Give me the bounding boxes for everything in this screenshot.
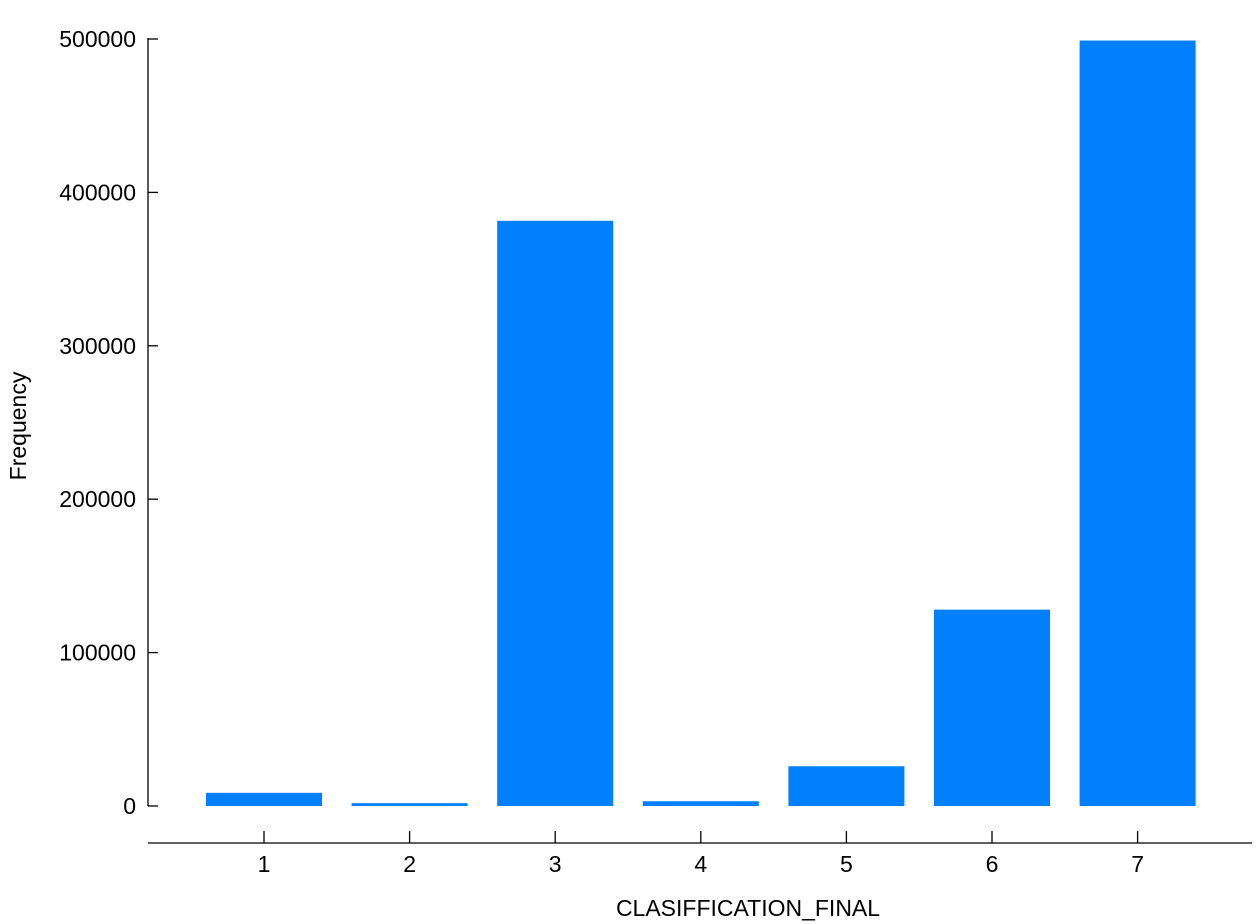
x-tick-label-4: 4 (694, 851, 707, 877)
x-ticks-group: 1 2 3 4 5 6 7 (258, 831, 1144, 877)
y-axis-label: Frequency (5, 371, 31, 480)
bar-7 (1079, 40, 1196, 806)
y-tick-label-400000: 400000 (59, 179, 136, 205)
bars-group (206, 40, 1196, 806)
y-tick-label-200000: 200000 (59, 486, 136, 512)
y-tick-label-100000: 100000 (59, 640, 136, 666)
y-ticks-group: 0 100000 200000 300000 400000 500000 (59, 26, 158, 819)
x-axis-label: CLASIFFICATION_FINAL (616, 895, 880, 921)
x-tick-label-1: 1 (258, 851, 271, 877)
y-tick-label-0: 0 (123, 793, 136, 819)
x-tick-label-3: 3 (549, 851, 562, 877)
bar-1 (206, 792, 322, 806)
x-tick-label-2: 2 (403, 851, 416, 877)
x-tick-label-5: 5 (840, 851, 853, 877)
bar-6 (934, 609, 1050, 806)
x-tick-label-7: 7 (1131, 851, 1144, 877)
bar-3 (497, 220, 614, 806)
y-tick-label-500000: 500000 (59, 26, 136, 52)
x-tick-label-6: 6 (986, 851, 999, 877)
bar-5 (788, 766, 905, 806)
bar-2 (351, 803, 468, 806)
y-tick-label-300000: 300000 (59, 333, 136, 359)
bar-4 (642, 801, 759, 806)
